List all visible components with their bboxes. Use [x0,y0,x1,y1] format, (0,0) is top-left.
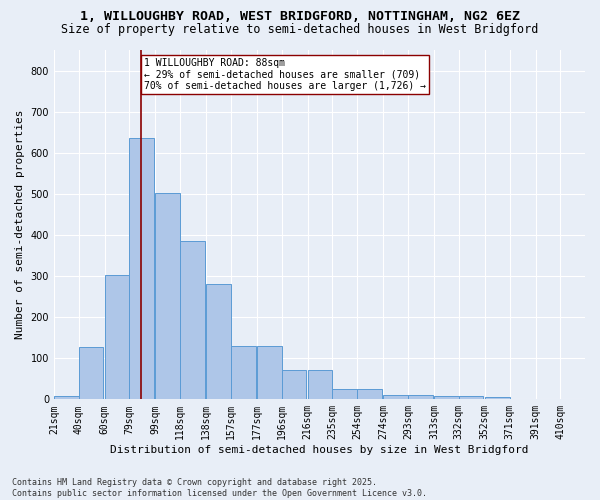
Bar [130,138,154,400]
Bar [257,346,282,400]
Bar [434,396,459,400]
Text: Size of property relative to semi-detached houses in West Bridgford: Size of property relative to semi-detach… [61,22,539,36]
Bar [206,284,231,400]
Bar [282,370,307,400]
Bar [155,193,180,400]
Text: 1, WILLOUGHBY ROAD, WEST BRIDGFORD, NOTTINGHAM, NG2 6EZ: 1, WILLOUGHBY ROAD, WEST BRIDGFORD, NOTT… [80,10,520,23]
Bar [383,395,408,400]
Bar [459,396,484,400]
Bar [79,346,103,400]
Bar [231,346,256,400]
Text: 1 WILLOUGHBY ROAD: 88sqm
← 29% of semi-detached houses are smaller (709)
70% of : 1 WILLOUGHBY ROAD: 88sqm ← 29% of semi-d… [144,58,426,92]
Bar [180,241,205,400]
Y-axis label: Number of semi-detached properties: Number of semi-detached properties [15,110,25,340]
Bar [357,389,382,400]
Bar [54,396,79,400]
Text: Contains HM Land Registry data © Crown copyright and database right 2025.
Contai: Contains HM Land Registry data © Crown c… [12,478,427,498]
Bar [485,398,509,400]
Bar [408,395,433,400]
Bar [104,275,130,400]
Bar [332,389,357,400]
X-axis label: Distribution of semi-detached houses by size in West Bridgford: Distribution of semi-detached houses by … [110,445,529,455]
Bar [308,370,332,400]
